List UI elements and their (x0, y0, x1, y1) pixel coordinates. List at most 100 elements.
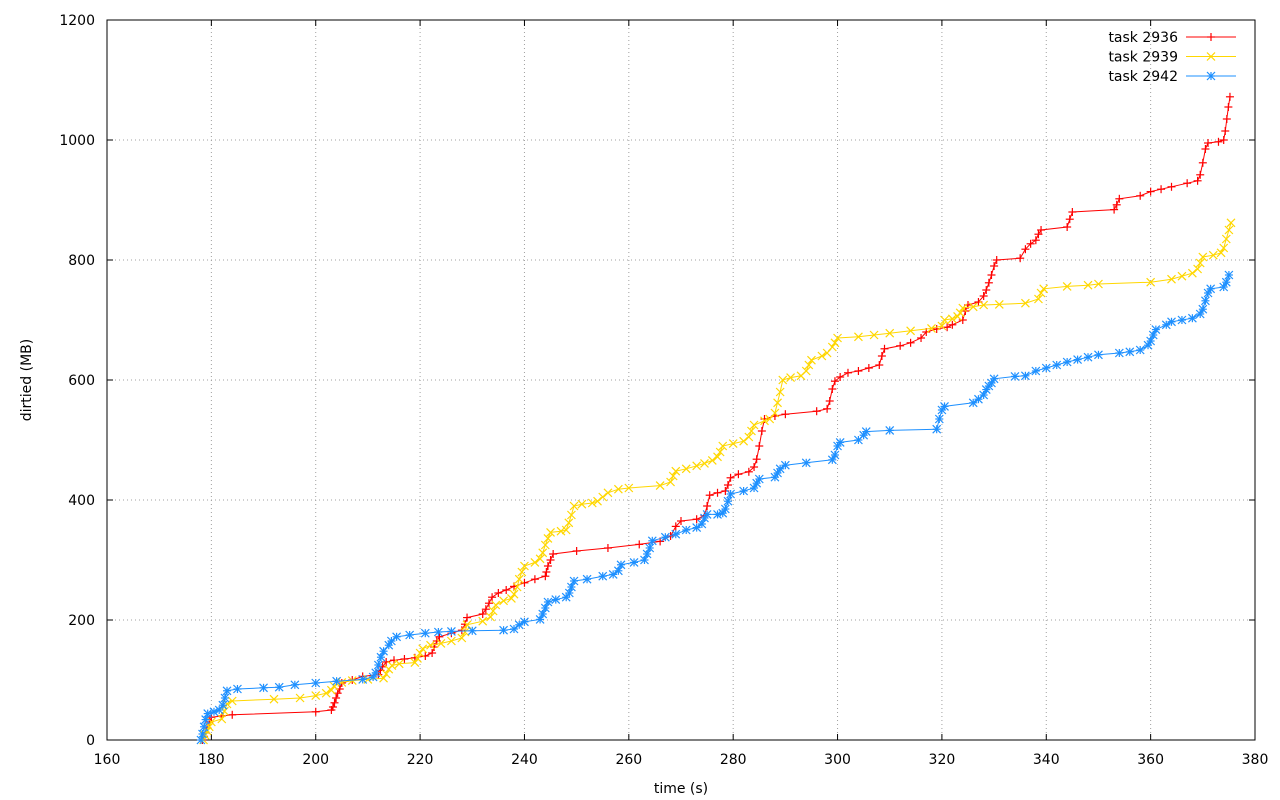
data-point (1020, 371, 1030, 381)
data-point (827, 342, 837, 352)
data-point (541, 572, 550, 581)
data-point (535, 554, 545, 564)
x-tick-label: 300 (824, 752, 851, 768)
data-point (775, 387, 785, 397)
data-point (994, 299, 1004, 309)
data-point (488, 593, 497, 602)
data-point (1016, 254, 1025, 263)
data-point (906, 326, 916, 336)
data-point (613, 484, 623, 494)
data-point (1206, 71, 1216, 81)
x-tick-label: 160 (94, 752, 121, 768)
data-point (744, 432, 754, 442)
data-point (209, 707, 219, 717)
data-point (593, 496, 602, 506)
data-point (655, 481, 665, 491)
data-point (1195, 258, 1205, 268)
data-point (958, 303, 968, 313)
data-point (330, 698, 339, 707)
data-point (561, 525, 571, 535)
data-point (371, 668, 381, 678)
data-point (1094, 279, 1103, 289)
series-2 (199, 218, 1236, 745)
data-point (520, 617, 529, 627)
data-point (1010, 371, 1020, 381)
series-line (203, 222, 1232, 741)
data-point (259, 683, 268, 693)
data-point (830, 450, 840, 460)
data-point (927, 323, 936, 333)
data-point (760, 415, 769, 423)
data-point (1206, 52, 1216, 61)
data-point (564, 588, 574, 598)
data-point (1167, 182, 1176, 191)
data-point (1196, 170, 1205, 179)
data-point (446, 636, 456, 646)
data-point (499, 596, 509, 606)
data-point (1115, 194, 1124, 203)
data-point (512, 582, 522, 592)
data-point (992, 256, 1001, 264)
x-tick-label: 360 (1137, 752, 1164, 768)
data-point (538, 548, 548, 558)
data-point (311, 691, 321, 701)
data-point (457, 626, 466, 635)
data-point (718, 441, 728, 451)
data-point (1135, 345, 1145, 355)
data-point (1198, 304, 1208, 314)
data-point (757, 427, 766, 435)
data-point (1020, 298, 1030, 308)
data-point (778, 375, 788, 385)
data-point (880, 344, 889, 353)
data-point (1167, 274, 1176, 284)
data-point (817, 351, 827, 361)
x-tick-label: 280 (720, 752, 747, 768)
data-point (896, 341, 905, 350)
data-point (707, 455, 717, 465)
data-point (713, 509, 722, 519)
data-point (201, 715, 211, 725)
data-point (311, 678, 321, 688)
data-point (812, 407, 821, 416)
data-point (677, 517, 685, 525)
data-point (728, 439, 738, 449)
data-point (520, 561, 529, 571)
data-point (543, 562, 552, 570)
y-tick-label: 200 (68, 613, 95, 629)
data-point (835, 437, 845, 447)
data-point (1031, 366, 1041, 376)
data-point (1065, 215, 1074, 224)
data-point (932, 424, 942, 434)
data-point (379, 673, 388, 683)
data-point (885, 425, 895, 435)
data-point (937, 321, 947, 331)
data-point (328, 703, 337, 711)
data-point (499, 625, 509, 635)
data-point (1041, 363, 1051, 373)
data-point (1036, 288, 1046, 298)
data-point (692, 523, 702, 533)
data-point (804, 360, 814, 370)
data-point (530, 575, 539, 584)
data-point (692, 515, 701, 524)
data-point (1204, 139, 1213, 147)
data-point (1114, 348, 1124, 358)
data-point (875, 361, 884, 369)
data-point (989, 374, 999, 384)
data-point (457, 633, 467, 643)
data-point (435, 632, 444, 641)
data-point (220, 693, 230, 703)
data-point (773, 398, 782, 408)
data-point (598, 492, 608, 502)
data-point (1146, 277, 1156, 287)
data-point (747, 426, 756, 436)
data-point (392, 632, 402, 642)
data-point (734, 470, 743, 479)
data-point (1221, 127, 1230, 135)
data-point (1219, 243, 1229, 253)
data-point (1039, 284, 1049, 294)
series-1 (198, 92, 1234, 744)
data-point (958, 316, 967, 324)
data-point (321, 688, 331, 698)
data-point (1201, 145, 1210, 153)
